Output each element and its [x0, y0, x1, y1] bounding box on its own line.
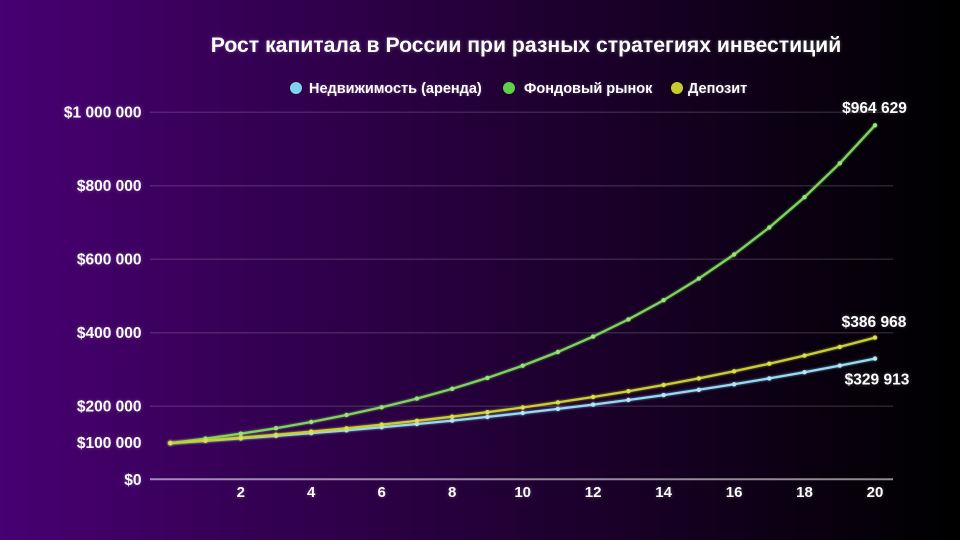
- svg-text:$0: $0: [124, 472, 141, 489]
- svg-text:$600 000: $600 000: [77, 251, 142, 268]
- svg-text:4: 4: [307, 484, 316, 501]
- svg-text:12: 12: [585, 484, 602, 501]
- svg-text:8: 8: [448, 484, 456, 501]
- svg-text:$329 913: $329 913: [845, 372, 910, 389]
- svg-text:$964 629: $964 629: [842, 100, 907, 117]
- svg-text:2: 2: [237, 484, 245, 501]
- svg-text:20: 20: [867, 484, 884, 501]
- svg-text:6: 6: [378, 484, 386, 501]
- svg-text:$1 000 000: $1 000 000: [64, 104, 142, 121]
- svg-text:$386 968: $386 968: [842, 314, 907, 331]
- svg-text:18: 18: [796, 484, 813, 501]
- svg-text:$100 000: $100 000: [77, 435, 142, 452]
- svg-text:10: 10: [514, 484, 531, 501]
- svg-text:14: 14: [655, 484, 672, 501]
- svg-text:16: 16: [726, 484, 743, 501]
- svg-text:$200 000: $200 000: [77, 398, 142, 415]
- svg-text:$800 000: $800 000: [77, 178, 142, 195]
- svg-text:$400 000: $400 000: [77, 325, 142, 342]
